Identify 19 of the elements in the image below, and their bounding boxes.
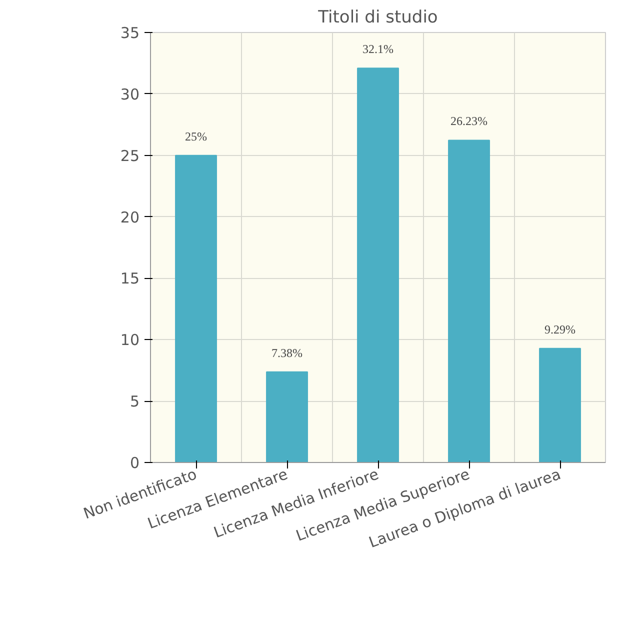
data-label: 25%: [185, 129, 207, 144]
chart-title: Titoli di studio: [317, 8, 438, 28]
bar: [357, 68, 399, 462]
y-tick-label: 20: [120, 208, 140, 226]
data-label: 32.1%: [362, 42, 394, 56]
bar: [539, 348, 581, 462]
y-tick-label: 15: [120, 270, 140, 288]
bar: [175, 154, 217, 462]
data-label: 9.29%: [544, 322, 576, 336]
y-tick-label: 10: [120, 331, 140, 350]
y-tick-label: 30: [120, 85, 140, 104]
y-tick-label: 5: [130, 392, 140, 411]
y-tick-label: 25: [120, 146, 140, 165]
y-tick-label: 35: [120, 24, 140, 42]
data-label: 26.23%: [450, 114, 488, 128]
bar: [448, 140, 490, 462]
y-tick-label: 0: [130, 454, 140, 472]
bar: [266, 371, 308, 462]
data-label: 7.38%: [272, 346, 302, 360]
